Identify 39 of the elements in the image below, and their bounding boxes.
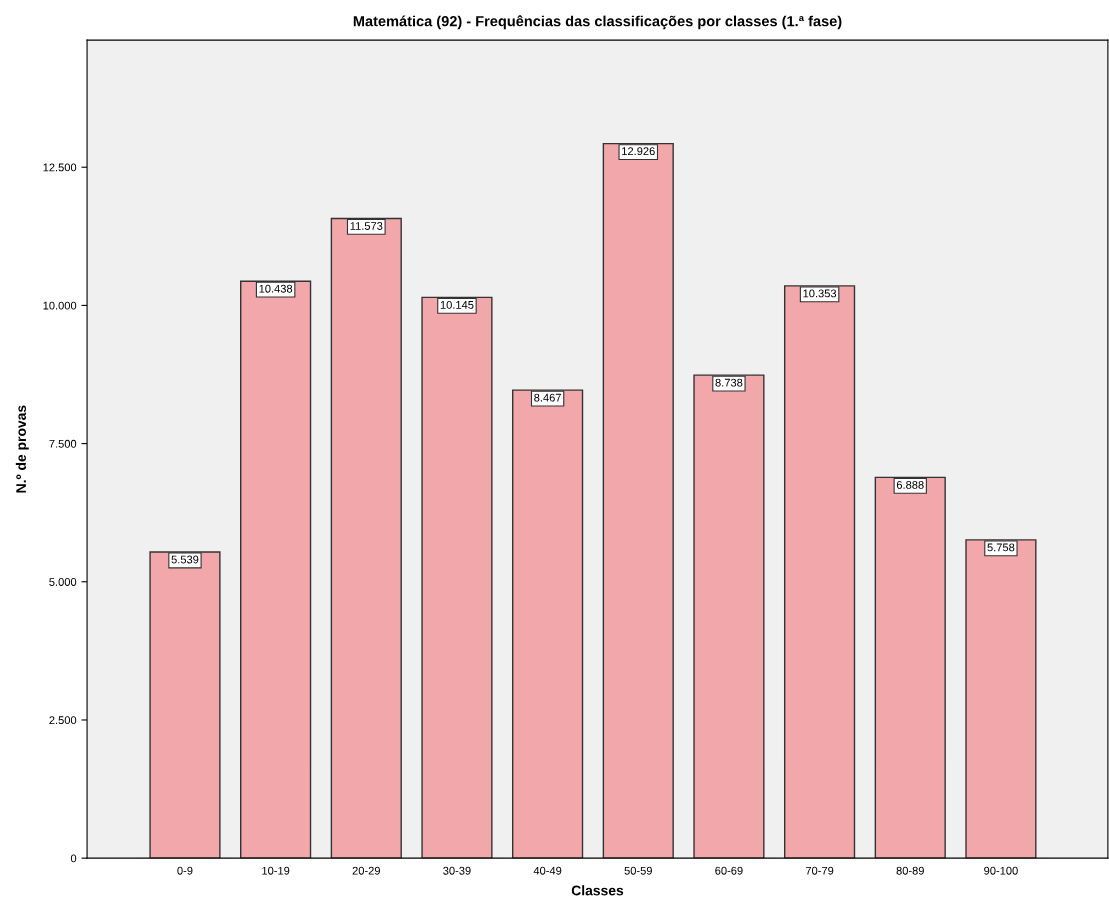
data-label: 5.539 bbox=[171, 555, 199, 564]
y-tick-label: 7.500 bbox=[49, 439, 77, 448]
x-tick-label: 50-59 bbox=[624, 866, 652, 875]
data-label: 8.738 bbox=[715, 378, 743, 387]
data-label: 10.145 bbox=[440, 300, 474, 309]
bar bbox=[421, 296, 493, 859]
y-tick-label: 5.000 bbox=[49, 578, 77, 586]
y-tick-label: 10.000 bbox=[43, 301, 77, 310]
x-tick-label: 60-69 bbox=[715, 866, 743, 875]
x-tick-label: 40-49 bbox=[533, 866, 562, 875]
x-tick-label: 20-29 bbox=[352, 866, 380, 875]
data-label: 5.758 bbox=[987, 543, 1015, 552]
data-label: 12.926 bbox=[622, 147, 655, 156]
bar bbox=[693, 374, 765, 859]
bar bbox=[783, 285, 856, 859]
bar bbox=[240, 280, 312, 859]
chart-title: Matemática (92) - Frequências das classificações por classes (1.ª fase) bbox=[353, 15, 842, 30]
data-label: 11.573 bbox=[350, 222, 383, 230]
bar bbox=[330, 217, 402, 859]
y-tick-label: 12.500 bbox=[43, 163, 77, 172]
bar bbox=[149, 551, 221, 859]
bar bbox=[965, 539, 1037, 859]
data-label: 10.438 bbox=[259, 284, 293, 293]
x-tick-label: 0-9 bbox=[177, 866, 193, 875]
x-tick-label: 30-39 bbox=[443, 866, 471, 875]
x-tick-label: 80-89 bbox=[896, 866, 924, 875]
y-tick-label: 2.500 bbox=[49, 716, 77, 725]
x-tick-label: 10-19 bbox=[262, 866, 290, 875]
y-axis-title: N.º de provas bbox=[15, 405, 29, 493]
data-label: 10.353 bbox=[803, 289, 837, 298]
y-tick-label: 0 bbox=[70, 854, 77, 863]
x-tick-label: 90-100 bbox=[984, 866, 1018, 875]
data-label: 6.888 bbox=[896, 480, 924, 489]
x-axis-title: Classes bbox=[571, 885, 624, 896]
bar bbox=[602, 142, 674, 859]
bar bbox=[874, 476, 946, 859]
data-label: 8.467 bbox=[534, 393, 561, 402]
bar bbox=[512, 389, 584, 859]
x-tick-label: 70-79 bbox=[805, 866, 834, 875]
